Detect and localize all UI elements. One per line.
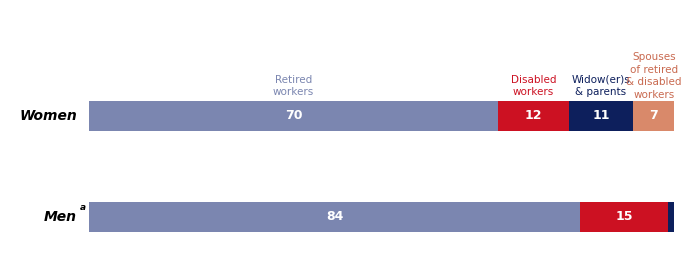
Bar [668, 201, 674, 232]
Text: Widow(er)s
& parents: Widow(er)s & parents [571, 75, 631, 97]
Text: Spouses
of retired
& disabled
workers: Spouses of retired & disabled workers [626, 52, 681, 100]
Bar [89, 201, 580, 232]
Text: 70: 70 [285, 109, 302, 122]
Text: Men: Men [44, 210, 77, 224]
Bar [89, 101, 498, 131]
Text: 12: 12 [525, 109, 542, 122]
Bar [498, 101, 569, 131]
Bar [633, 101, 674, 131]
Text: Women: Women [19, 109, 77, 123]
Text: a: a [80, 203, 86, 212]
Bar [580, 201, 668, 232]
Text: Disabled
workers: Disabled workers [511, 75, 556, 97]
Text: 84: 84 [326, 210, 343, 223]
Bar [569, 101, 633, 131]
Text: 15: 15 [616, 210, 633, 223]
Text: 11: 11 [592, 109, 609, 122]
Text: Retired
workers: Retired workers [273, 75, 314, 97]
Text: 7: 7 [649, 109, 658, 122]
